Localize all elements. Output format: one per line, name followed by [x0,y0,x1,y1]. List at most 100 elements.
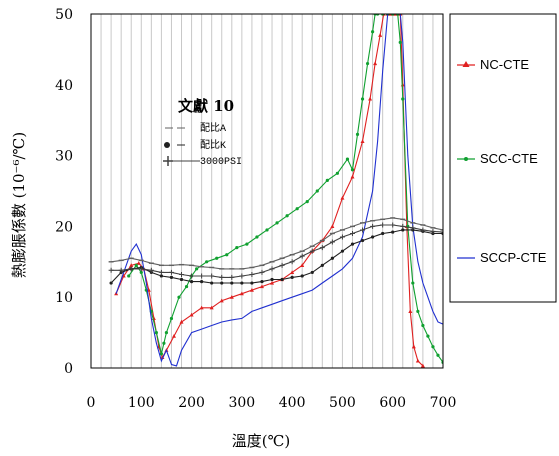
data-point [239,273,245,279]
data-point [300,263,305,267]
data-point [139,270,143,275]
legend: NC-CTE SCC-CTE SCCP-CTE [449,13,557,303]
data-point [235,246,239,250]
data-point [280,277,284,282]
series-k [109,228,443,285]
data-point [225,253,229,257]
inset-label-3000psi: 3000PSI [200,157,242,168]
data-point [360,238,365,243]
data-point [249,287,254,292]
data-point [179,319,184,324]
data-point [426,334,430,338]
x-tick-labels: 0 100 200 300 400 500 600 700 [87,395,457,411]
data-point [370,223,376,229]
grid-lines [100,14,434,368]
data-point [285,214,289,218]
data-point [209,273,215,279]
y-tick-labels: 0 10 20 30 40 50 [55,7,73,377]
inset-entry-3000psi: 3000PSI [163,156,242,168]
data-point [440,229,443,235]
data-point [169,275,174,279]
data-point [255,235,259,239]
inset-label-a: 配比A [200,122,226,135]
data-point [179,272,185,278]
data-point [381,231,385,236]
data-point [408,309,413,313]
data-point [378,33,383,37]
series-nc-cte [114,14,425,368]
data-point [240,281,244,285]
data-point [184,284,189,289]
data-point [265,228,269,232]
data-point [245,242,249,246]
data-point [360,139,365,144]
data-point [109,281,113,285]
data-point [205,260,209,264]
data-point [350,168,355,172]
y-axis-title: 熱膨脹係數 (10⁻⁶/℃) [10,132,28,278]
data-point [279,262,285,268]
data-point [325,178,329,182]
data-point [340,249,345,253]
data-point [339,234,345,240]
data-point [189,312,194,317]
data-point [189,280,194,284]
series-line [110,229,443,284]
data-point [128,266,134,272]
data-point [127,274,131,278]
data-point [420,363,425,368]
data-point [220,281,224,285]
data-point [229,295,234,299]
x-tick-label: 300 [228,395,255,411]
data-point [219,274,225,280]
data-point [330,224,335,228]
data-point [430,228,436,234]
data-point [335,171,339,175]
data-point [415,358,420,363]
series-line [111,224,443,278]
y-tick-label: 10 [55,290,73,306]
data-point [373,61,378,66]
data-point [319,245,325,251]
x-tick-label: 200 [178,395,205,411]
x-tick-label: 700 [430,395,457,411]
legend-entry-nc: NC-CTE [457,57,529,72]
x-axis-title: 溫度(℃) [232,432,290,450]
data-point [368,96,373,101]
inset-entry-k: 配比K [164,139,226,152]
legend-entry-scc: SCC-CTE [457,151,538,166]
data-point [199,273,205,279]
data-point [410,225,416,231]
data-point [300,274,304,278]
data-point [431,345,435,349]
data-point [349,230,355,236]
data-point [148,267,154,273]
data-point [391,230,395,234]
y-tick-label: 0 [64,361,73,377]
x-tick-label: 0 [87,395,96,411]
data-point [421,323,425,328]
data-point [260,280,264,284]
data-point [129,263,134,267]
series-scc-cte [127,14,443,364]
data-point [290,275,294,279]
data-point [230,281,234,285]
data-point [229,274,235,280]
data-point [350,242,355,246]
data-point [270,280,275,285]
data-point [420,227,426,233]
data-point [249,272,255,278]
data-point [398,40,402,44]
data-point [270,277,274,282]
data-point [365,61,370,66]
data-point [169,316,174,321]
y-tick-label: 40 [55,78,73,94]
x-tick-label: 100 [128,395,155,411]
data-point [411,344,416,349]
data-point [200,280,204,284]
data-point [158,269,164,275]
data-point [330,256,334,260]
data-point [401,228,405,232]
data-point [401,97,405,101]
data-point [290,270,295,275]
